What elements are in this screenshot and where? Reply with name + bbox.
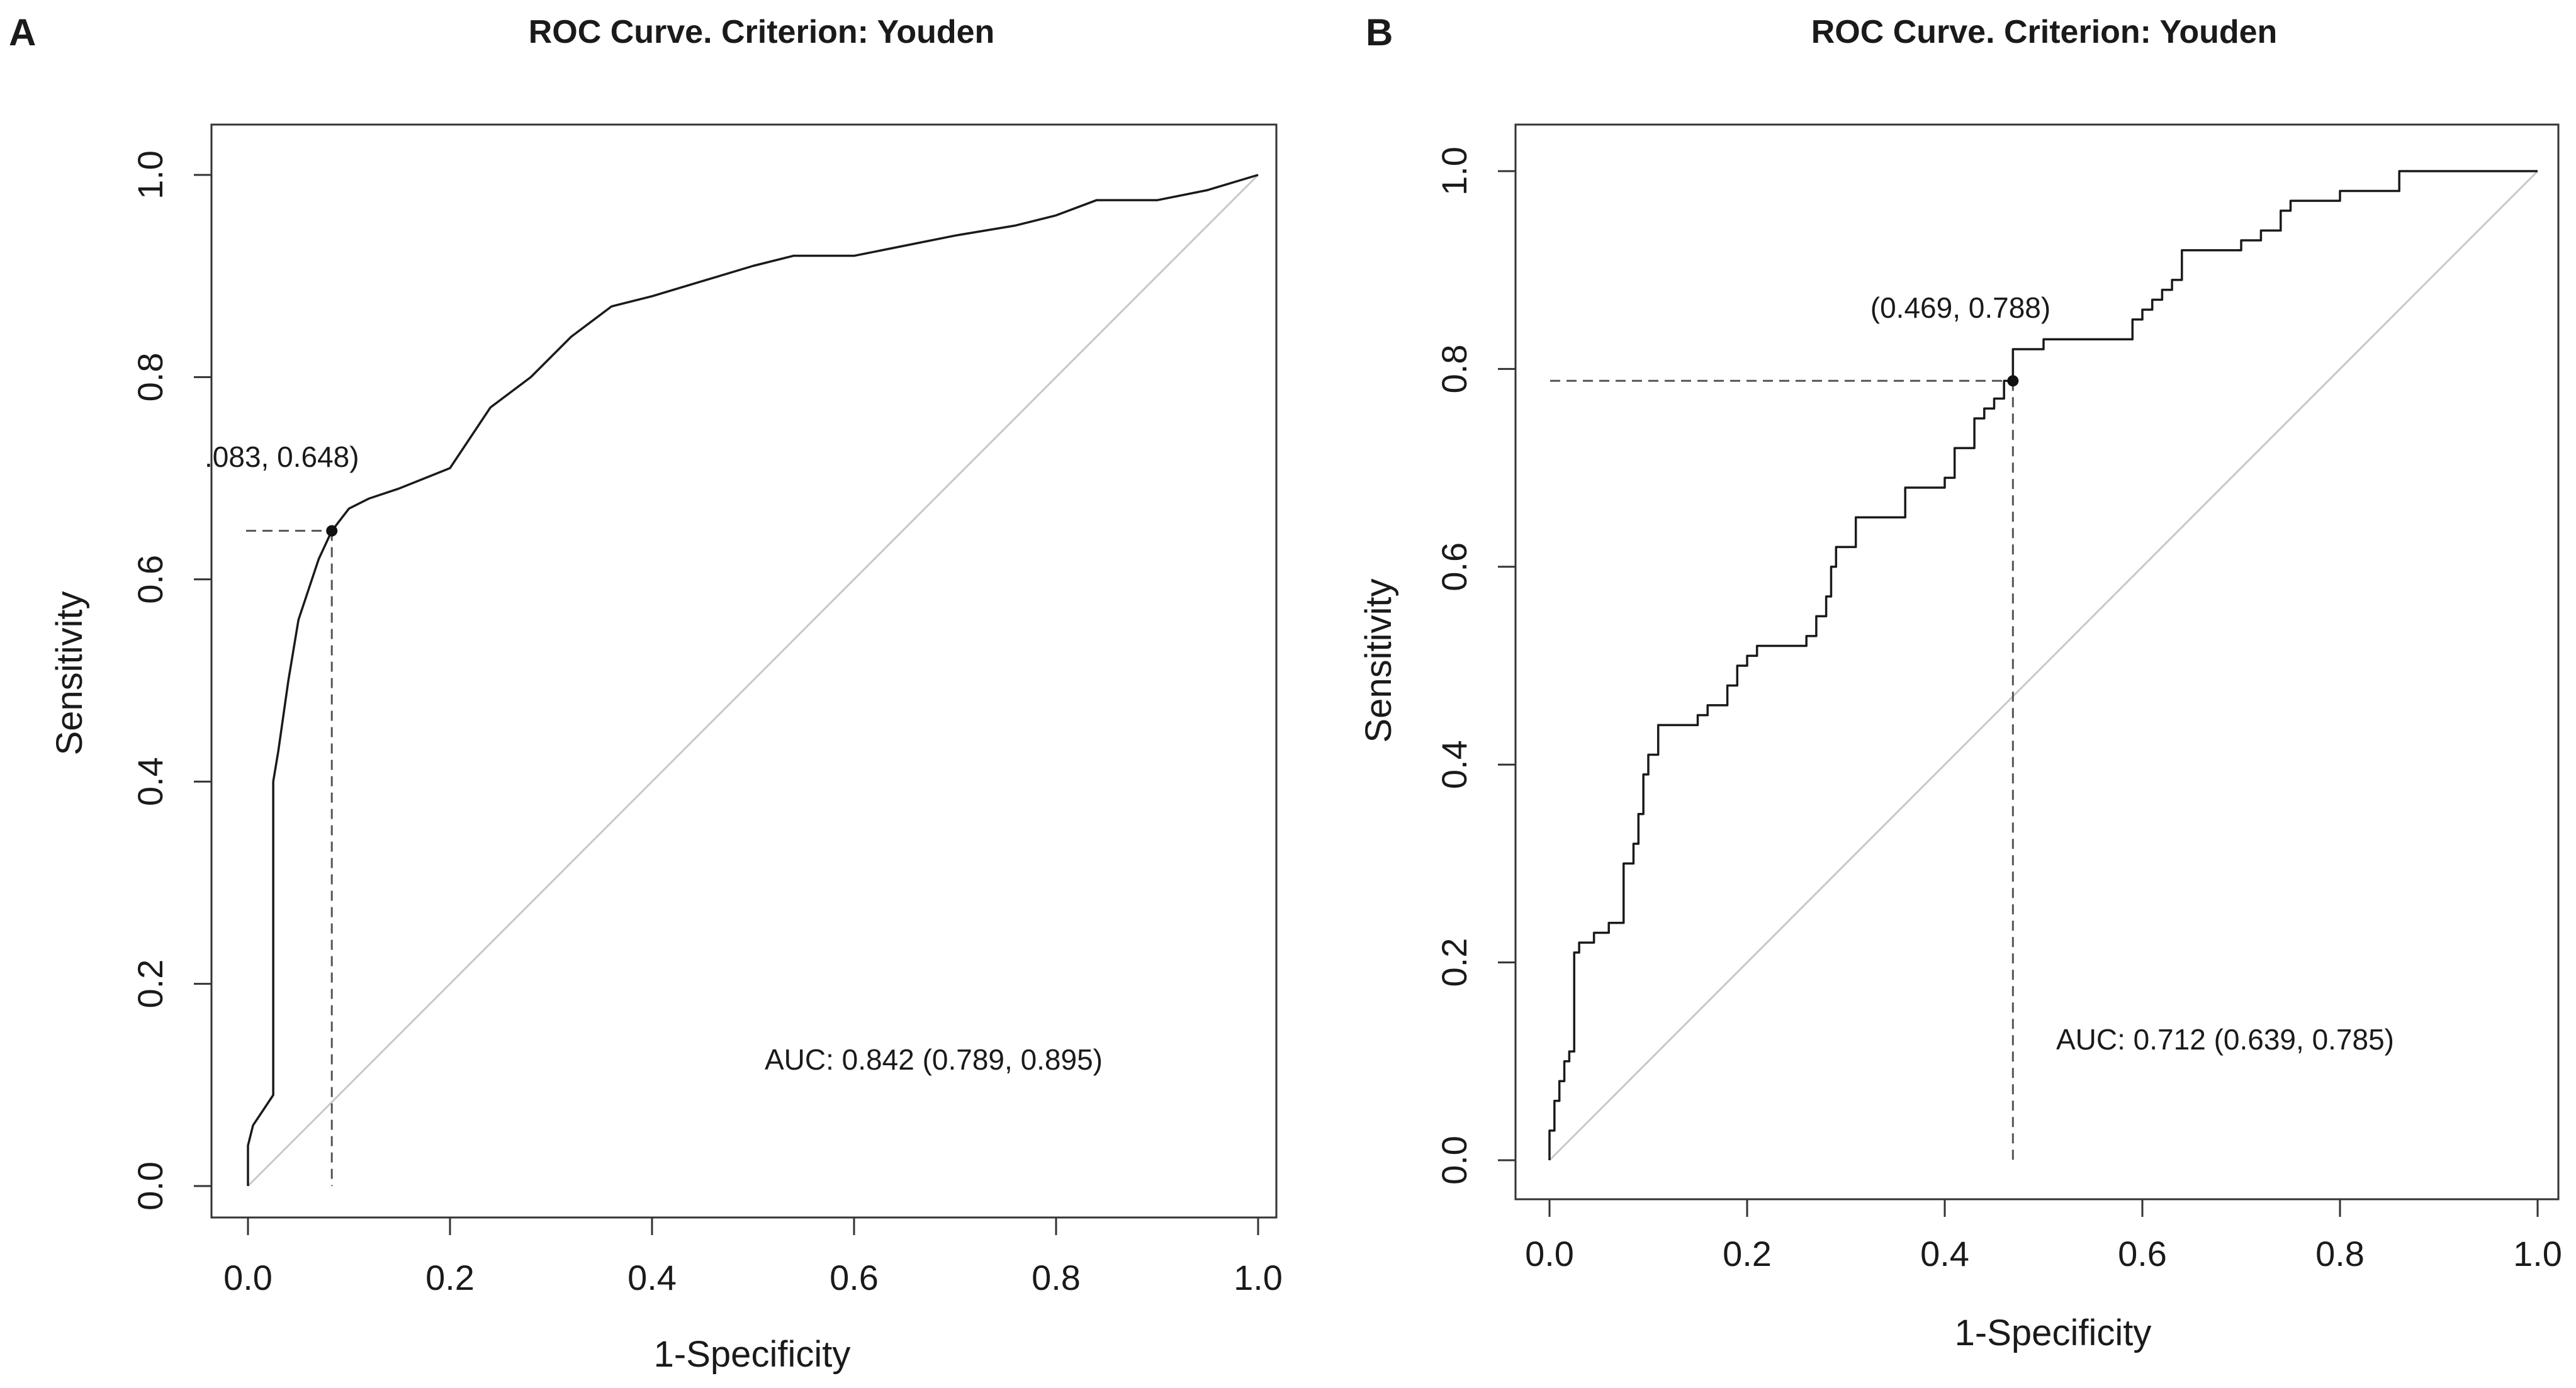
panel-a-letter: A [9,11,36,53]
panel-a-x-tick-label: 0.8 [1032,1258,1081,1297]
panel-a-y-tick-label: 0.0 [130,1161,170,1211]
panel-a: A ROC Curve. Criterion: Youden 0.0 0.2 0.4… [9,11,1283,1375]
panel-a-x-tick-label: 0.6 [830,1258,879,1297]
panel-b-plot-area: 0.0 0.2 0.4 0.6 0.8 1.0 0.0 0.2 0.4 0.6 0.8 1.0 (0.4… [1434,123,2562,1273]
panel-a-plot-area: 0.0 0.2 0.4 0.6 0.8 1.0 0.0 0.2 0.4 0.6 0.8 1.0 .083… [130,123,1283,1297]
panel-b-y-tick-label: 0.2 [1434,938,1474,987]
panel-b-title: ROC Curve. Criterion: Youden [1811,14,2278,50]
panel-a-roc-curve [247,174,1259,1186]
panel-b-roc-curve [1548,170,2538,1160]
panel-a-y-axis-label: Sensitivity [49,591,90,755]
panel-a-x-tick-label: 0.2 [425,1258,475,1297]
panel-a-x-axis-label: 1-Specificity [654,1334,851,1375]
panel-b-cutoff-label: (0.469, 0.788) [1870,291,2050,324]
panel-b-x-tick-label: 1.0 [2513,1234,2562,1273]
panel-b-x-tick-label: 0.4 [1920,1234,1969,1273]
panel-a-x-tick-label: 1.0 [1234,1258,1283,1297]
panel-a-title: ROC Curve. Criterion: Youden [529,14,995,50]
panel-b-x-tick-label: 0.2 [1723,1234,1772,1273]
panel-b-x-tick-label: 0.8 [2315,1234,2365,1273]
panel-a-x-tick-label: 0.4 [627,1258,677,1297]
panel-a-y-tick-label: 1.0 [130,150,170,199]
panel-b-y-axis-label: Sensitivity [1358,578,1399,742]
panel-b-y-tick-label: 0.8 [1434,344,1474,393]
panel-b-reference-line [1548,170,2539,1161]
panel-a-y-tick-label: 0.8 [130,352,170,401]
panel-b-cutoff-point [2007,375,2019,387]
panel-b-y-tick-label: 1.0 [1434,147,1474,196]
panel-a-cutoff-point [326,525,338,537]
panel-b-y-tick-label: 0.0 [1434,1136,1474,1185]
panel-a-x-tick-label: 0.0 [223,1258,273,1297]
panel-b-auc-label: AUC: 0.712 (0.639, 0.785) [2056,1023,2394,1056]
panel-b-x-tick-label: 0.6 [2118,1234,2167,1273]
panel-b: B ROC Curve. Criterion: Youden 0.0 0.2 0.4… [1358,11,2562,1353]
panel-a-y-tick-label: 0.6 [130,555,170,604]
panel-b-y-tick-label: 0.4 [1434,740,1474,789]
panel-a-reference-line [247,174,1259,1187]
panel-b-y-tick-label: 0.6 [1434,542,1474,591]
panel-b-x-tick-label: 0.0 [1525,1234,1574,1273]
panel-b-x-axis-label: 1-Specificity [1955,1312,2152,1353]
panel-a-cutoff-label: .083, 0.648) [205,440,359,473]
panel-a-y-tick-label: 0.4 [130,757,170,806]
panel-b-letter: B [1366,11,1393,53]
panel-a-auc-label: AUC: 0.842 (0.789, 0.895) [765,1043,1103,1076]
panel-a-y-tick-label: 0.2 [130,960,170,1009]
